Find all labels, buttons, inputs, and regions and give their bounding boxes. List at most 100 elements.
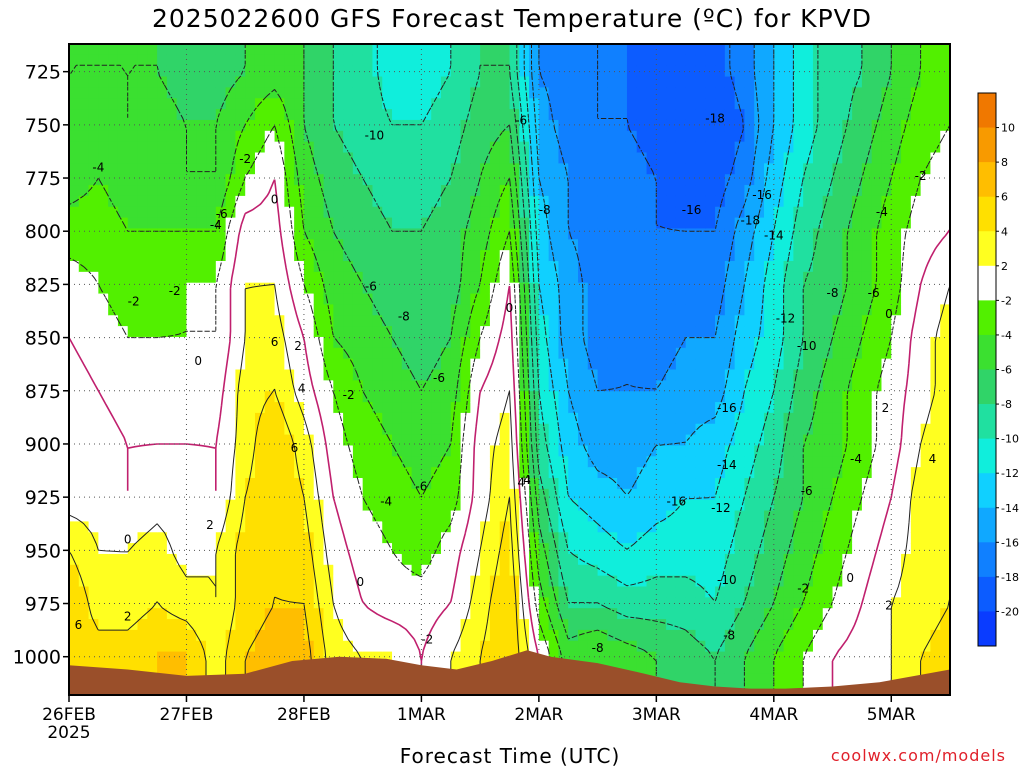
heat-cell <box>303 619 315 631</box>
heat-cell <box>225 250 237 262</box>
heat-cell <box>881 44 892 56</box>
heat-cell <box>715 608 726 620</box>
heat-cell <box>744 217 755 230</box>
heat-cell <box>538 510 550 522</box>
heat-cell <box>382 326 393 338</box>
heat-cell <box>147 402 158 414</box>
heat-cell <box>607 564 618 577</box>
heat-cell <box>656 553 667 566</box>
heat-cell <box>529 586 540 598</box>
heat-cell <box>392 619 403 631</box>
heat-cell <box>137 402 148 414</box>
heat-cell <box>803 564 814 577</box>
heat-cell <box>587 629 599 642</box>
heat-cell <box>235 651 246 664</box>
heat-cell <box>538 380 550 392</box>
heat-cell <box>147 250 158 262</box>
heat-cell <box>705 109 716 121</box>
heat-cell <box>108 228 119 240</box>
heat-cell <box>489 152 501 164</box>
heat-cell <box>78 478 90 490</box>
heat-cell <box>206 608 217 620</box>
heat-cell <box>470 185 481 197</box>
heat-cell <box>421 651 432 664</box>
heat-cell <box>117 651 129 664</box>
heat-cell <box>822 163 834 175</box>
heat-cell <box>587 141 599 154</box>
heat-cell <box>147 532 158 544</box>
heat-cell <box>362 87 374 99</box>
heat-cell <box>489 174 501 186</box>
heat-cell <box>157 586 168 598</box>
heat-cell <box>401 391 413 403</box>
heat-cell <box>421 130 432 143</box>
heat-cell <box>812 564 824 577</box>
heat-cell <box>754 651 765 664</box>
heat-cell <box>470 87 481 99</box>
heat-cell <box>274 586 285 598</box>
heat-cell <box>421 65 432 78</box>
heat-cell <box>812 304 824 316</box>
heat-cell <box>88 54 99 67</box>
heat-cell <box>480 98 491 110</box>
heat-cell <box>783 130 794 143</box>
heat-cell <box>392 163 403 175</box>
heat-cell <box>656 228 667 240</box>
heat-cell <box>529 239 540 251</box>
heat-cell <box>783 195 794 208</box>
heat-cell <box>343 185 354 197</box>
heat-cell <box>137 369 148 381</box>
heat-cell <box>656 478 667 490</box>
heat-cell <box>401 347 413 360</box>
heat-cell <box>392 228 403 240</box>
heat-cell <box>803 488 814 501</box>
heat-cell <box>431 98 442 110</box>
heat-cell <box>548 553 560 566</box>
heat-cell <box>607 629 618 642</box>
heat-cell <box>206 98 217 110</box>
heat-cell <box>538 478 550 490</box>
heat-cell <box>127 174 139 186</box>
heat-cell <box>783 98 794 110</box>
heat-cell <box>499 250 511 262</box>
heat-cell <box>196 434 207 447</box>
heat-cell <box>773 488 785 501</box>
heat-cell <box>470 239 481 251</box>
heat-cell <box>352 445 364 457</box>
heat-cell <box>597 54 608 67</box>
heat-cell <box>724 206 736 219</box>
heat-cell <box>225 402 237 414</box>
heat-cell <box>607 358 618 371</box>
heat-cell <box>108 217 119 230</box>
heat-cell <box>235 456 246 468</box>
heat-cell <box>685 391 697 403</box>
heat-cell <box>206 271 217 284</box>
heat-cell <box>832 163 843 175</box>
heat-cell <box>69 445 80 457</box>
heat-cell <box>656 87 667 99</box>
heat-cell <box>675 87 687 99</box>
heat-cell <box>724 608 736 620</box>
heat-cell <box>519 608 530 620</box>
heat-cell <box>215 195 227 208</box>
heat-cell <box>352 185 364 197</box>
heat-cell <box>401 271 413 284</box>
heat-cell <box>587 293 599 305</box>
heat-cell <box>313 445 325 457</box>
heat-cell <box>127 369 139 381</box>
heat-cell <box>754 423 765 436</box>
heat-cell <box>783 478 794 490</box>
heat-cell <box>675 65 687 78</box>
heat-cell <box>421 76 432 88</box>
heat-cell <box>323 239 334 251</box>
heat-cell <box>822 521 834 533</box>
heat-cell <box>176 206 188 219</box>
heat-cell <box>861 163 873 175</box>
heat-cell <box>558 521 569 533</box>
heat-cell <box>372 651 383 664</box>
heat-cell <box>822 261 834 273</box>
heat-cell <box>235 195 246 208</box>
heat-cell <box>783 163 794 175</box>
heat-cell <box>460 195 471 208</box>
heat-cell <box>254 76 266 88</box>
